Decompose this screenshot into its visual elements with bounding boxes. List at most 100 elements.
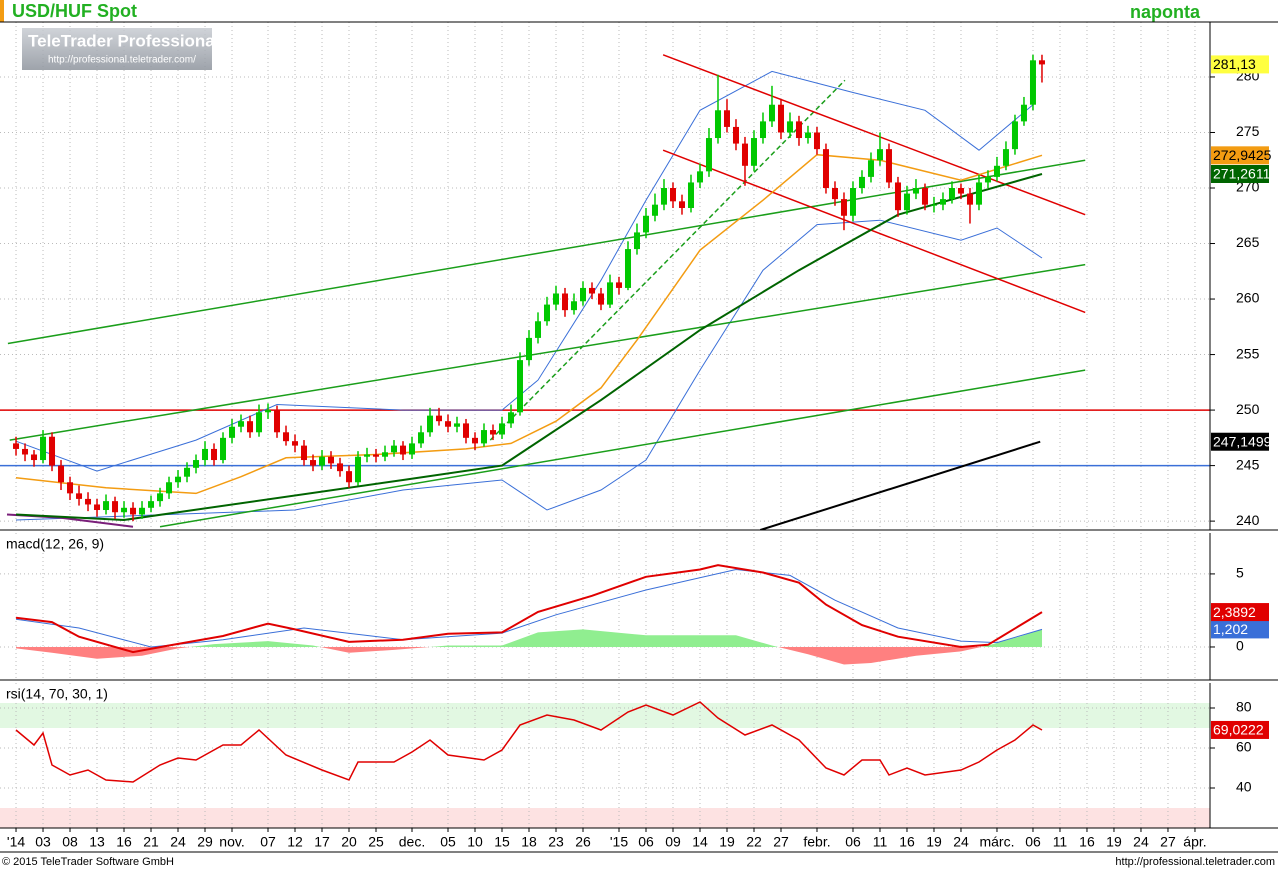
y-tick-label: 60 — [1236, 739, 1252, 755]
candle-body — [310, 460, 317, 466]
candle-body — [750, 138, 757, 166]
overlay-line — [15, 219, 1043, 521]
candle-body — [400, 445, 407, 455]
candle-body — [660, 188, 667, 205]
last-value-label: 281,13 — [1213, 56, 1256, 72]
chart-title: USD/HUF Spot — [12, 1, 137, 21]
candle-body — [498, 423, 505, 435]
overlay-line — [159, 369, 1086, 528]
candle-body — [166, 482, 173, 494]
candle-body — [975, 182, 982, 205]
x-tick-label: 13 — [89, 834, 105, 850]
x-tick-label: 15 — [494, 834, 510, 850]
candle-body — [481, 430, 487, 444]
candle-body — [543, 304, 550, 322]
candle-body — [822, 149, 829, 189]
candle-body — [418, 432, 425, 444]
x-tick-label: 19 — [719, 834, 735, 850]
candle-body — [579, 287, 586, 302]
x-tick-label: 08 — [62, 834, 78, 850]
candle-body — [669, 188, 676, 202]
candle-body — [76, 493, 83, 499]
candle-body — [301, 445, 308, 461]
x-tick-label: 10 — [467, 834, 483, 850]
candle-body — [103, 501, 110, 511]
panel-title: macd(12, 26, 9) — [6, 536, 104, 552]
candle-body — [382, 452, 389, 457]
candle-body — [741, 143, 748, 166]
x-tick-label: 24 — [953, 834, 969, 850]
x-tick-label: 17 — [314, 834, 330, 850]
last-value-box — [1211, 432, 1269, 451]
x-tick-label: márc. — [979, 834, 1014, 850]
candle-body — [184, 467, 191, 477]
x-tick-label: 06 — [845, 834, 861, 850]
candle-body — [391, 445, 398, 453]
overlay-line — [662, 54, 1086, 216]
candle-body — [966, 193, 973, 205]
candle-body — [858, 176, 865, 189]
x-tick-label: 26 — [575, 834, 591, 850]
overlay-line — [15, 70, 1034, 472]
candle-body — [238, 421, 245, 427]
panel-title-bg — [0, 685, 125, 703]
last-value-box — [1211, 603, 1269, 622]
last-value-box — [1211, 720, 1269, 739]
overlay-line — [759, 440, 1041, 530]
x-tick-label: 16 — [1079, 834, 1095, 850]
x-tick-label: '14 — [7, 834, 25, 850]
title-marker — [0, 0, 4, 22]
footer-url: http://professional.teletrader.com — [1115, 856, 1275, 868]
plots: 240245250255260265270275280247,1499272,9… — [0, 21, 1278, 850]
x-tick-label: 16 — [116, 834, 132, 850]
candle-body — [1029, 60, 1036, 105]
candle-body — [777, 104, 784, 133]
candle-body — [1020, 104, 1027, 122]
candle-body — [588, 287, 595, 294]
candle-body — [678, 201, 685, 208]
indicator-line — [15, 564, 1043, 654]
candle-body — [615, 282, 622, 288]
candle-body — [454, 423, 461, 427]
y-tick-label: 250 — [1236, 401, 1260, 417]
candle-body — [885, 149, 892, 183]
candle-body — [723, 110, 730, 127]
candle-body — [265, 410, 272, 413]
candle-body — [831, 188, 838, 200]
panel-title: rsi(14, 70, 30, 1) — [6, 686, 108, 702]
x-tick-label: 06 — [638, 834, 654, 850]
y-tick-label: 40 — [1236, 779, 1252, 795]
last-value-label: 272,9425 — [1213, 147, 1272, 163]
candle-body — [112, 501, 119, 513]
y-tick-label: 275 — [1236, 123, 1260, 139]
candle-body — [957, 188, 964, 194]
overlay-line — [15, 153, 1043, 495]
candle-body — [534, 321, 541, 338]
watermark-brand: TeleTrader Professional — [28, 31, 219, 50]
candle-body — [157, 493, 164, 502]
candle-body — [687, 182, 694, 208]
x-tick-label: 22 — [746, 834, 762, 850]
histogram-positive — [16, 629, 1042, 647]
candle-body — [337, 463, 344, 472]
candle-body — [525, 337, 532, 361]
candle-body — [624, 249, 631, 288]
candle-body — [31, 454, 38, 461]
candle-body — [175, 476, 182, 483]
panel — [0, 533, 1210, 680]
candle-body — [570, 301, 577, 311]
candle-body — [606, 282, 613, 305]
y-tick-label: 0 — [1236, 638, 1244, 654]
x-tick-label: 27 — [1160, 834, 1176, 850]
x-tick-label: 24 — [1133, 834, 1149, 850]
y-tick-label: 245 — [1236, 456, 1260, 472]
candle-body — [346, 471, 353, 483]
candle-body — [292, 441, 299, 446]
candle-body — [642, 215, 649, 233]
candle-body — [139, 507, 146, 515]
candle-body — [795, 121, 802, 139]
candle-body — [85, 498, 92, 505]
histogram-negative — [16, 646, 982, 665]
candle-body — [58, 465, 65, 483]
